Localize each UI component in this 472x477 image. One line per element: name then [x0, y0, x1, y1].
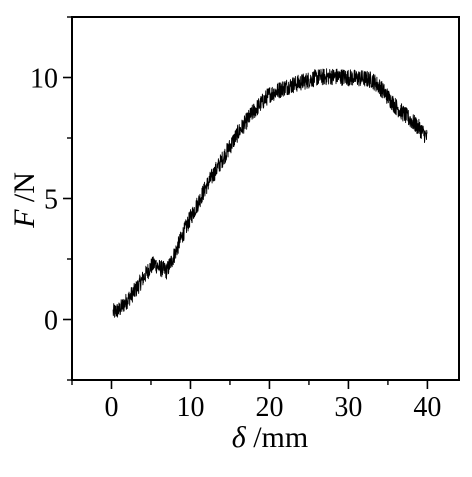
y-tick-label: 0 [44, 306, 58, 337]
x-axis-symbol: δ [232, 421, 247, 454]
x-tick-label: 0 [104, 392, 118, 423]
x-axis-unit: /mm [246, 421, 309, 454]
x-tick-label: 20 [255, 392, 283, 423]
x-axis-label: δ /mm [232, 421, 308, 454]
x-tick-label: 30 [334, 392, 362, 423]
x-tick-label: 40 [413, 392, 441, 423]
plot-frame [71, 16, 460, 381]
x-tick-label: 10 [176, 392, 204, 423]
y-axis-symbol: F [8, 209, 41, 229]
y-axis-unit: /N [8, 172, 41, 210]
series-line [112, 68, 428, 318]
y-tick-label: 5 [44, 185, 58, 216]
y-tick-label: 10 [30, 64, 58, 95]
y-axis-label: F /N [8, 172, 41, 229]
